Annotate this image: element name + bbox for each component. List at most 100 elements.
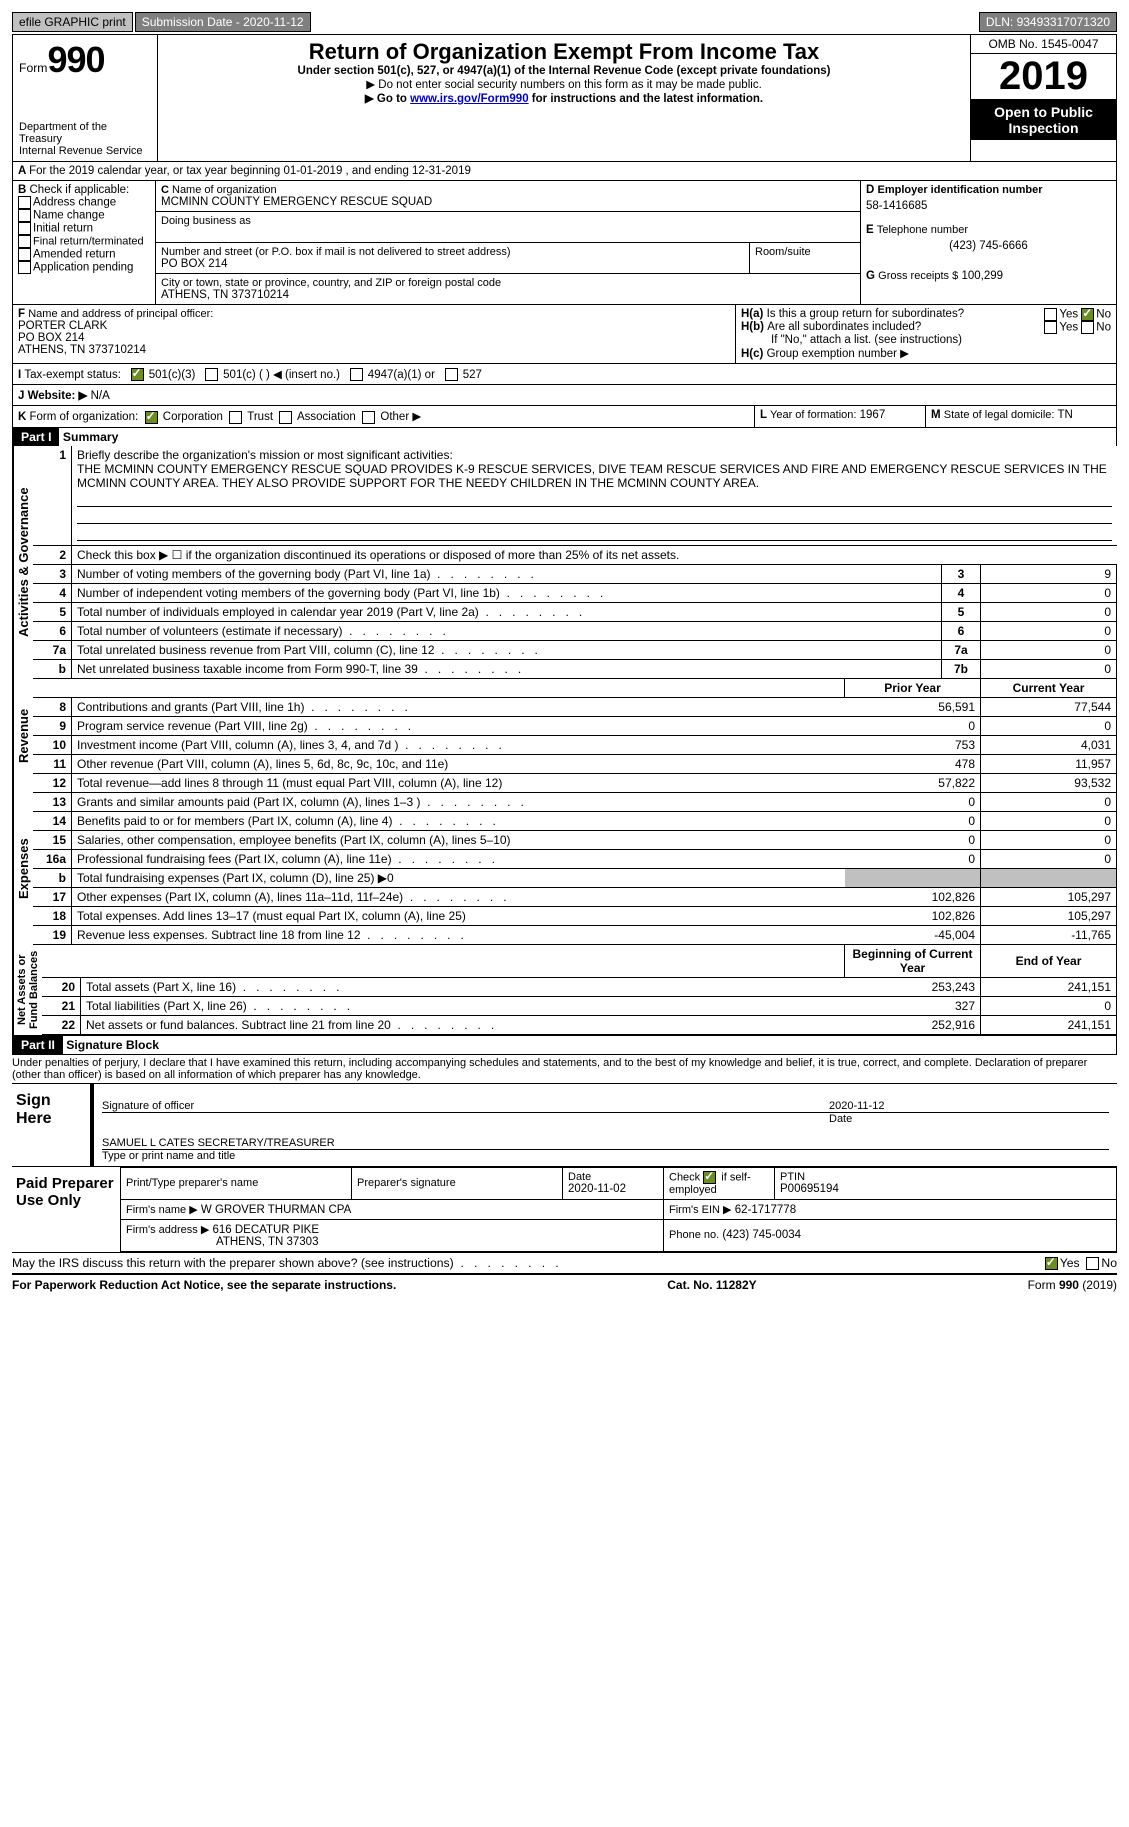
part2-label: Part II — [13, 1036, 63, 1054]
l12: Total revenue—add lines 8 through 11 (mu… — [77, 776, 502, 790]
side-netassets: Net Assets or Fund Balances — [13, 945, 42, 1035]
l18: Total expenses. Add lines 13–17 (must eq… — [77, 909, 466, 923]
i-o4: 527 — [463, 369, 482, 381]
r20c: 241,151 — [981, 977, 1117, 996]
cb-address[interactable] — [18, 196, 31, 209]
discuss-yes[interactable] — [1045, 1257, 1058, 1270]
firm-ein: 62-1717778 — [735, 1204, 796, 1216]
r12p: 57,822 — [845, 773, 981, 792]
cb-501c[interactable] — [205, 368, 218, 381]
cb-other[interactable] — [362, 411, 375, 424]
form-header: Form990 Department of the Treasury Inter… — [12, 34, 1117, 162]
l2: Check this box ▶ ☐ if the organization d… — [72, 545, 1117, 564]
paid-preparer: Paid Preparer Use Only — [12, 1167, 120, 1217]
i-o3: 4947(a)(1) or — [368, 369, 435, 381]
r19p: -45,004 — [845, 925, 981, 944]
v4: 0 — [981, 583, 1117, 602]
officer-name: PORTER CLARK — [18, 320, 107, 332]
dln-btn[interactable]: DLN: 93493317071320 — [979, 12, 1117, 32]
cb-name[interactable] — [18, 209, 31, 222]
sign-here: Sign Here — [12, 1084, 90, 1136]
room-label: Room/suite — [755, 246, 811, 258]
opt-final: Final return/terminated — [33, 236, 144, 248]
r21p: 327 — [845, 996, 981, 1015]
k-label: Form of organization: — [30, 411, 139, 423]
foot-mid: Cat. No. 11282Y — [667, 1278, 756, 1292]
r18c: 105,297 — [981, 906, 1117, 925]
prep-h3: Date — [568, 1171, 591, 1183]
r21c: 0 — [981, 996, 1117, 1015]
cb-assoc[interactable] — [279, 411, 292, 424]
v7b: 0 — [981, 659, 1117, 678]
hb-no[interactable] — [1081, 321, 1094, 334]
j-label: Website: ▶ — [28, 390, 88, 402]
r11c: 11,957 — [981, 754, 1117, 773]
cb-corp[interactable] — [145, 411, 158, 424]
cb-final[interactable] — [18, 235, 31, 248]
sub3-pre: ▶ Go to — [365, 93, 410, 105]
city: ATHENS, TN 373710214 — [161, 289, 289, 301]
l1-label: Briefly describe the organization's miss… — [77, 448, 453, 462]
hb-yes[interactable] — [1044, 321, 1057, 334]
k-o1: Corporation — [163, 411, 223, 423]
cb-501c3[interactable] — [131, 368, 144, 381]
mission: THE MCMINN COUNTY EMERGENCY RESCUE SQUAD… — [77, 462, 1107, 490]
l5: Total number of individuals employed in … — [77, 605, 479, 619]
cb-selfemp[interactable] — [703, 1171, 716, 1184]
l17: Other expenses (Part IX, column (A), lin… — [77, 890, 403, 904]
opt-pending: Application pending — [33, 262, 133, 274]
v7a: 0 — [981, 640, 1117, 659]
r13c: 0 — [981, 793, 1117, 812]
r17p: 102,826 — [845, 887, 981, 906]
cb-initial[interactable] — [18, 222, 31, 235]
ha-no[interactable] — [1081, 308, 1094, 321]
cb-trust[interactable] — [229, 411, 242, 424]
m-val: TN — [1057, 409, 1072, 421]
instructions-link[interactable]: www.irs.gov/Form990 — [410, 93, 528, 105]
firm-name: W GROVER THURMAN CPA — [201, 1204, 351, 1216]
efile-btn[interactable]: efile GRAPHIC print — [12, 12, 133, 32]
ha-yes[interactable] — [1044, 308, 1057, 321]
open-to-public: Open to Public Inspection — [971, 100, 1116, 140]
prep-h5: PTIN — [780, 1171, 805, 1183]
phone: (423) 745-6666 — [866, 236, 1111, 270]
r9p: 0 — [845, 716, 981, 735]
r20p: 253,243 — [845, 977, 981, 996]
l16a: Professional fundraising fees (Part IX, … — [77, 852, 392, 866]
hdr-beg: Beginning of Current Year — [845, 945, 981, 978]
b-label: Check if applicable: — [30, 184, 130, 196]
r8c: 77,544 — [981, 697, 1117, 716]
discuss-no[interactable] — [1086, 1257, 1099, 1270]
foot-left: For Paperwork Reduction Act Notice, see … — [12, 1278, 396, 1292]
l7b: Net unrelated business taxable income fr… — [77, 662, 418, 676]
phone-label: Phone no. — [669, 1229, 719, 1241]
cb-amended[interactable] — [18, 248, 31, 261]
officer-addr2: ATHENS, TN 373710214 — [18, 344, 146, 356]
h-note: If "No," attach a list. (see instruction… — [741, 334, 1111, 346]
r11p: 478 — [845, 754, 981, 773]
opt-name: Name change — [33, 210, 105, 222]
g-label: Gross receipts $ — [878, 270, 958, 282]
r10p: 753 — [845, 735, 981, 754]
perjury-decl: Under penalties of perjury, I declare th… — [12, 1055, 1117, 1084]
no-2: No — [1096, 322, 1111, 334]
k-o3: Association — [297, 411, 356, 423]
i-o2: 501(c) ( ) ◀ (insert no.) — [223, 369, 340, 381]
subtitle-1: Under section 501(c), 527, or 4947(a)(1)… — [164, 65, 964, 77]
hdr-end: End of Year — [981, 945, 1117, 978]
cb-4947[interactable] — [350, 368, 363, 381]
k-o2: Trust — [247, 411, 273, 423]
submission-btn[interactable]: Submission Date - 2020-11-12 — [135, 12, 311, 32]
r14p: 0 — [845, 811, 981, 830]
l7a: Total unrelated business revenue from Pa… — [77, 643, 435, 657]
cb-pending[interactable] — [18, 261, 31, 274]
l8: Contributions and grants (Part VIII, lin… — [77, 700, 304, 714]
cb-527[interactable] — [445, 368, 458, 381]
e-label: Telephone number — [877, 224, 968, 236]
hdr-current: Current Year — [981, 679, 1117, 698]
tax-year: 2019 — [971, 54, 1116, 100]
firm-addr2: ATHENS, TN 37303 — [126, 1236, 318, 1248]
ein: 58-1416685 — [866, 196, 1111, 224]
l19: Revenue less expenses. Subtract line 18 … — [77, 928, 361, 942]
sub3-post: for instructions and the latest informat… — [529, 93, 764, 105]
